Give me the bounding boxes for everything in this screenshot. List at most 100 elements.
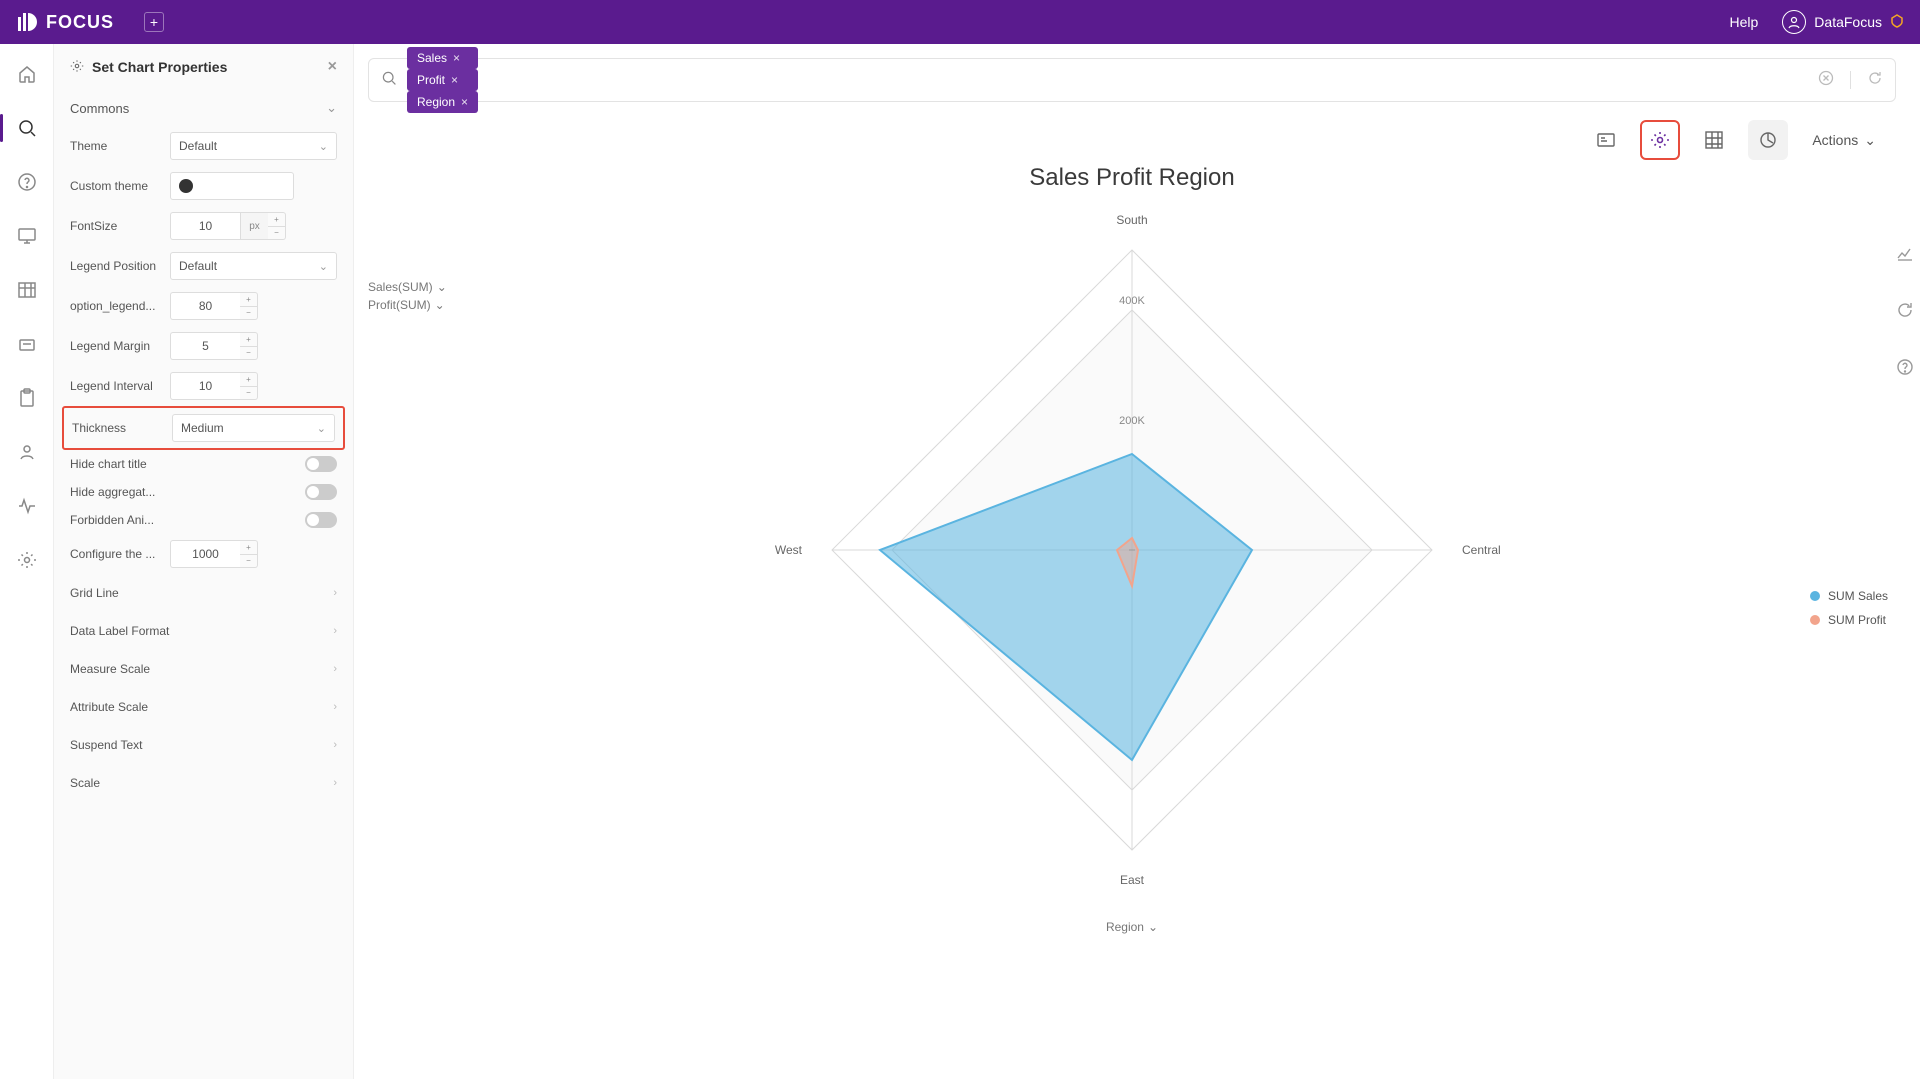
prop-custom-theme: Custom theme (54, 166, 353, 206)
chevron-right-icon: › (333, 739, 337, 751)
section-data-label-format[interactable]: Data Label Format› (54, 612, 353, 650)
prop-option-legend: option_legend... +− (54, 286, 353, 326)
nav-user-icon[interactable] (15, 440, 39, 464)
clear-search-button[interactable] (1818, 70, 1834, 91)
rail-chart-icon[interactable] (1896, 244, 1914, 267)
brand-icon (16, 11, 38, 33)
option-legend-input[interactable]: +− (170, 292, 258, 320)
gear-icon (70, 59, 84, 76)
legend-interval-input[interactable]: +− (170, 372, 258, 400)
custom-theme-button[interactable] (170, 172, 294, 200)
step-up-button[interactable]: + (268, 213, 285, 227)
measure-item[interactable]: Sales(SUM)⌄ (368, 280, 447, 294)
brand-logo[interactable]: FOCUS (16, 11, 114, 33)
main-area: Sales×Profit×Region× Actions⌄ Sales Prof… (354, 44, 1920, 1079)
chevron-down-icon: ⌄ (319, 260, 328, 273)
fontsize-input[interactable]: px+− (170, 212, 286, 240)
prop-fontsize: FontSize px+− (54, 206, 353, 246)
pill-remove-icon[interactable]: × (453, 51, 460, 65)
tool-card-icon[interactable] (1586, 120, 1626, 160)
nav-table-icon[interactable] (15, 278, 39, 302)
svg-text:200K: 200K (1119, 415, 1145, 427)
legend-item[interactable]: SUM Sales (1810, 589, 1888, 603)
legend-swatch-icon (1810, 615, 1820, 625)
nav-search[interactable] (15, 116, 39, 140)
forbidden-animation-toggle[interactable] (305, 512, 337, 528)
panel-header: Set Chart Properties × (54, 44, 353, 90)
chart-title: Sales Profit Region (368, 164, 1896, 192)
prop-hide-title: Hide chart title (54, 450, 353, 478)
nav-component-icon[interactable] (15, 332, 39, 356)
nav-help[interactable] (15, 170, 39, 194)
chevron-down-icon: ⌄ (1864, 132, 1876, 149)
step-down-button[interactable]: − (268, 227, 285, 240)
hide-title-toggle[interactable] (305, 456, 337, 472)
tool-grid-icon[interactable] (1694, 120, 1734, 160)
chevron-down-icon: ⌄ (326, 100, 337, 116)
prop-forbidden-animation: Forbidden Ani... (54, 506, 353, 534)
search-bar[interactable]: Sales×Profit×Region× (368, 58, 1896, 102)
left-nav (0, 44, 54, 1079)
prop-thickness: Thickness Medium⌄ (62, 406, 345, 450)
chevron-right-icon: › (333, 663, 337, 675)
nav-clipboard-icon[interactable] (15, 386, 39, 410)
prop-legend-position: Legend Position Default⌄ (54, 246, 353, 286)
user-menu[interactable]: DataFocus (1782, 10, 1904, 34)
rail-refresh-icon[interactable] (1896, 301, 1914, 324)
chevron-down-icon: ⌄ (317, 422, 326, 435)
nav-monitor-icon[interactable] (15, 224, 39, 248)
section-attribute-scale[interactable]: Attribute Scale› (54, 688, 353, 726)
legend-swatch-icon (1810, 591, 1820, 601)
pill-remove-icon[interactable]: × (451, 73, 458, 87)
tool-chart-type-button[interactable] (1748, 120, 1788, 160)
svg-text:West: West (775, 543, 803, 557)
prop-hide-aggregation: Hide aggregat... (54, 478, 353, 506)
legend-item[interactable]: SUM Profit (1810, 613, 1888, 627)
tool-settings-button[interactable] (1640, 120, 1680, 160)
svg-text:Central: Central (1462, 543, 1501, 557)
section-measure-scale[interactable]: Measure Scale› (54, 650, 353, 688)
right-rail (1896, 244, 1914, 381)
legend-margin-input[interactable]: +− (170, 332, 258, 360)
thickness-select[interactable]: Medium⌄ (172, 414, 335, 442)
prop-legend-interval: Legend Interval +− (54, 366, 353, 406)
theme-select[interactable]: Default⌄ (170, 132, 337, 160)
color-swatch-icon (179, 179, 193, 193)
chart-container: Sales Profit Region Sales(SUM)⌄ Profit(SU… (368, 160, 1896, 1065)
radar-chart: SouthCentralEastWest200K400K (732, 200, 1532, 920)
legend-position-select[interactable]: Default⌄ (170, 252, 337, 280)
pill-remove-icon[interactable]: × (461, 95, 468, 109)
svg-text:East: East (1120, 873, 1145, 887)
section-suspend-text[interactable]: Suspend Text› (54, 726, 353, 764)
hide-aggregation-toggle[interactable] (305, 484, 337, 500)
username-label: DataFocus (1814, 14, 1882, 30)
search-pill[interactable]: Profit× (407, 69, 478, 91)
help-link[interactable]: Help (1730, 14, 1759, 30)
section-commons[interactable]: Commons ⌄ (54, 90, 353, 126)
refresh-search-button[interactable] (1867, 70, 1883, 91)
new-button[interactable]: + (144, 12, 164, 32)
topbar: FOCUS + Help DataFocus (0, 0, 1920, 44)
chevron-down-icon: ⌄ (435, 298, 445, 312)
axis-caption[interactable]: Region ⌄ (368, 920, 1896, 934)
actions-menu[interactable]: Actions⌄ (1802, 132, 1886, 149)
chart-properties-panel: Set Chart Properties × Commons ⌄ Theme D… (54, 44, 354, 1079)
nav-activity-icon[interactable] (15, 494, 39, 518)
nav-settings-icon[interactable] (15, 548, 39, 572)
section-scale[interactable]: Scale› (54, 764, 353, 802)
chevron-down-icon: ⌄ (437, 280, 447, 294)
measure-item[interactable]: Profit(SUM)⌄ (368, 298, 447, 312)
configure-input[interactable]: +− (170, 540, 258, 568)
measure-list: Sales(SUM)⌄ Profit(SUM)⌄ (368, 280, 447, 316)
chart-toolbar: Actions⌄ (368, 102, 1896, 160)
user-avatar-icon (1782, 10, 1806, 34)
search-pill[interactable]: Sales× (407, 47, 478, 69)
section-grid-line[interactable]: Grid Line› (54, 574, 353, 612)
brand-text: FOCUS (46, 12, 114, 33)
panel-close-button[interactable]: × (328, 58, 337, 76)
nav-home[interactable] (15, 62, 39, 86)
chevron-right-icon: › (333, 701, 337, 713)
prop-theme: Theme Default⌄ (54, 126, 353, 166)
svg-text:South: South (1116, 213, 1147, 227)
rail-help-icon[interactable] (1896, 358, 1914, 381)
